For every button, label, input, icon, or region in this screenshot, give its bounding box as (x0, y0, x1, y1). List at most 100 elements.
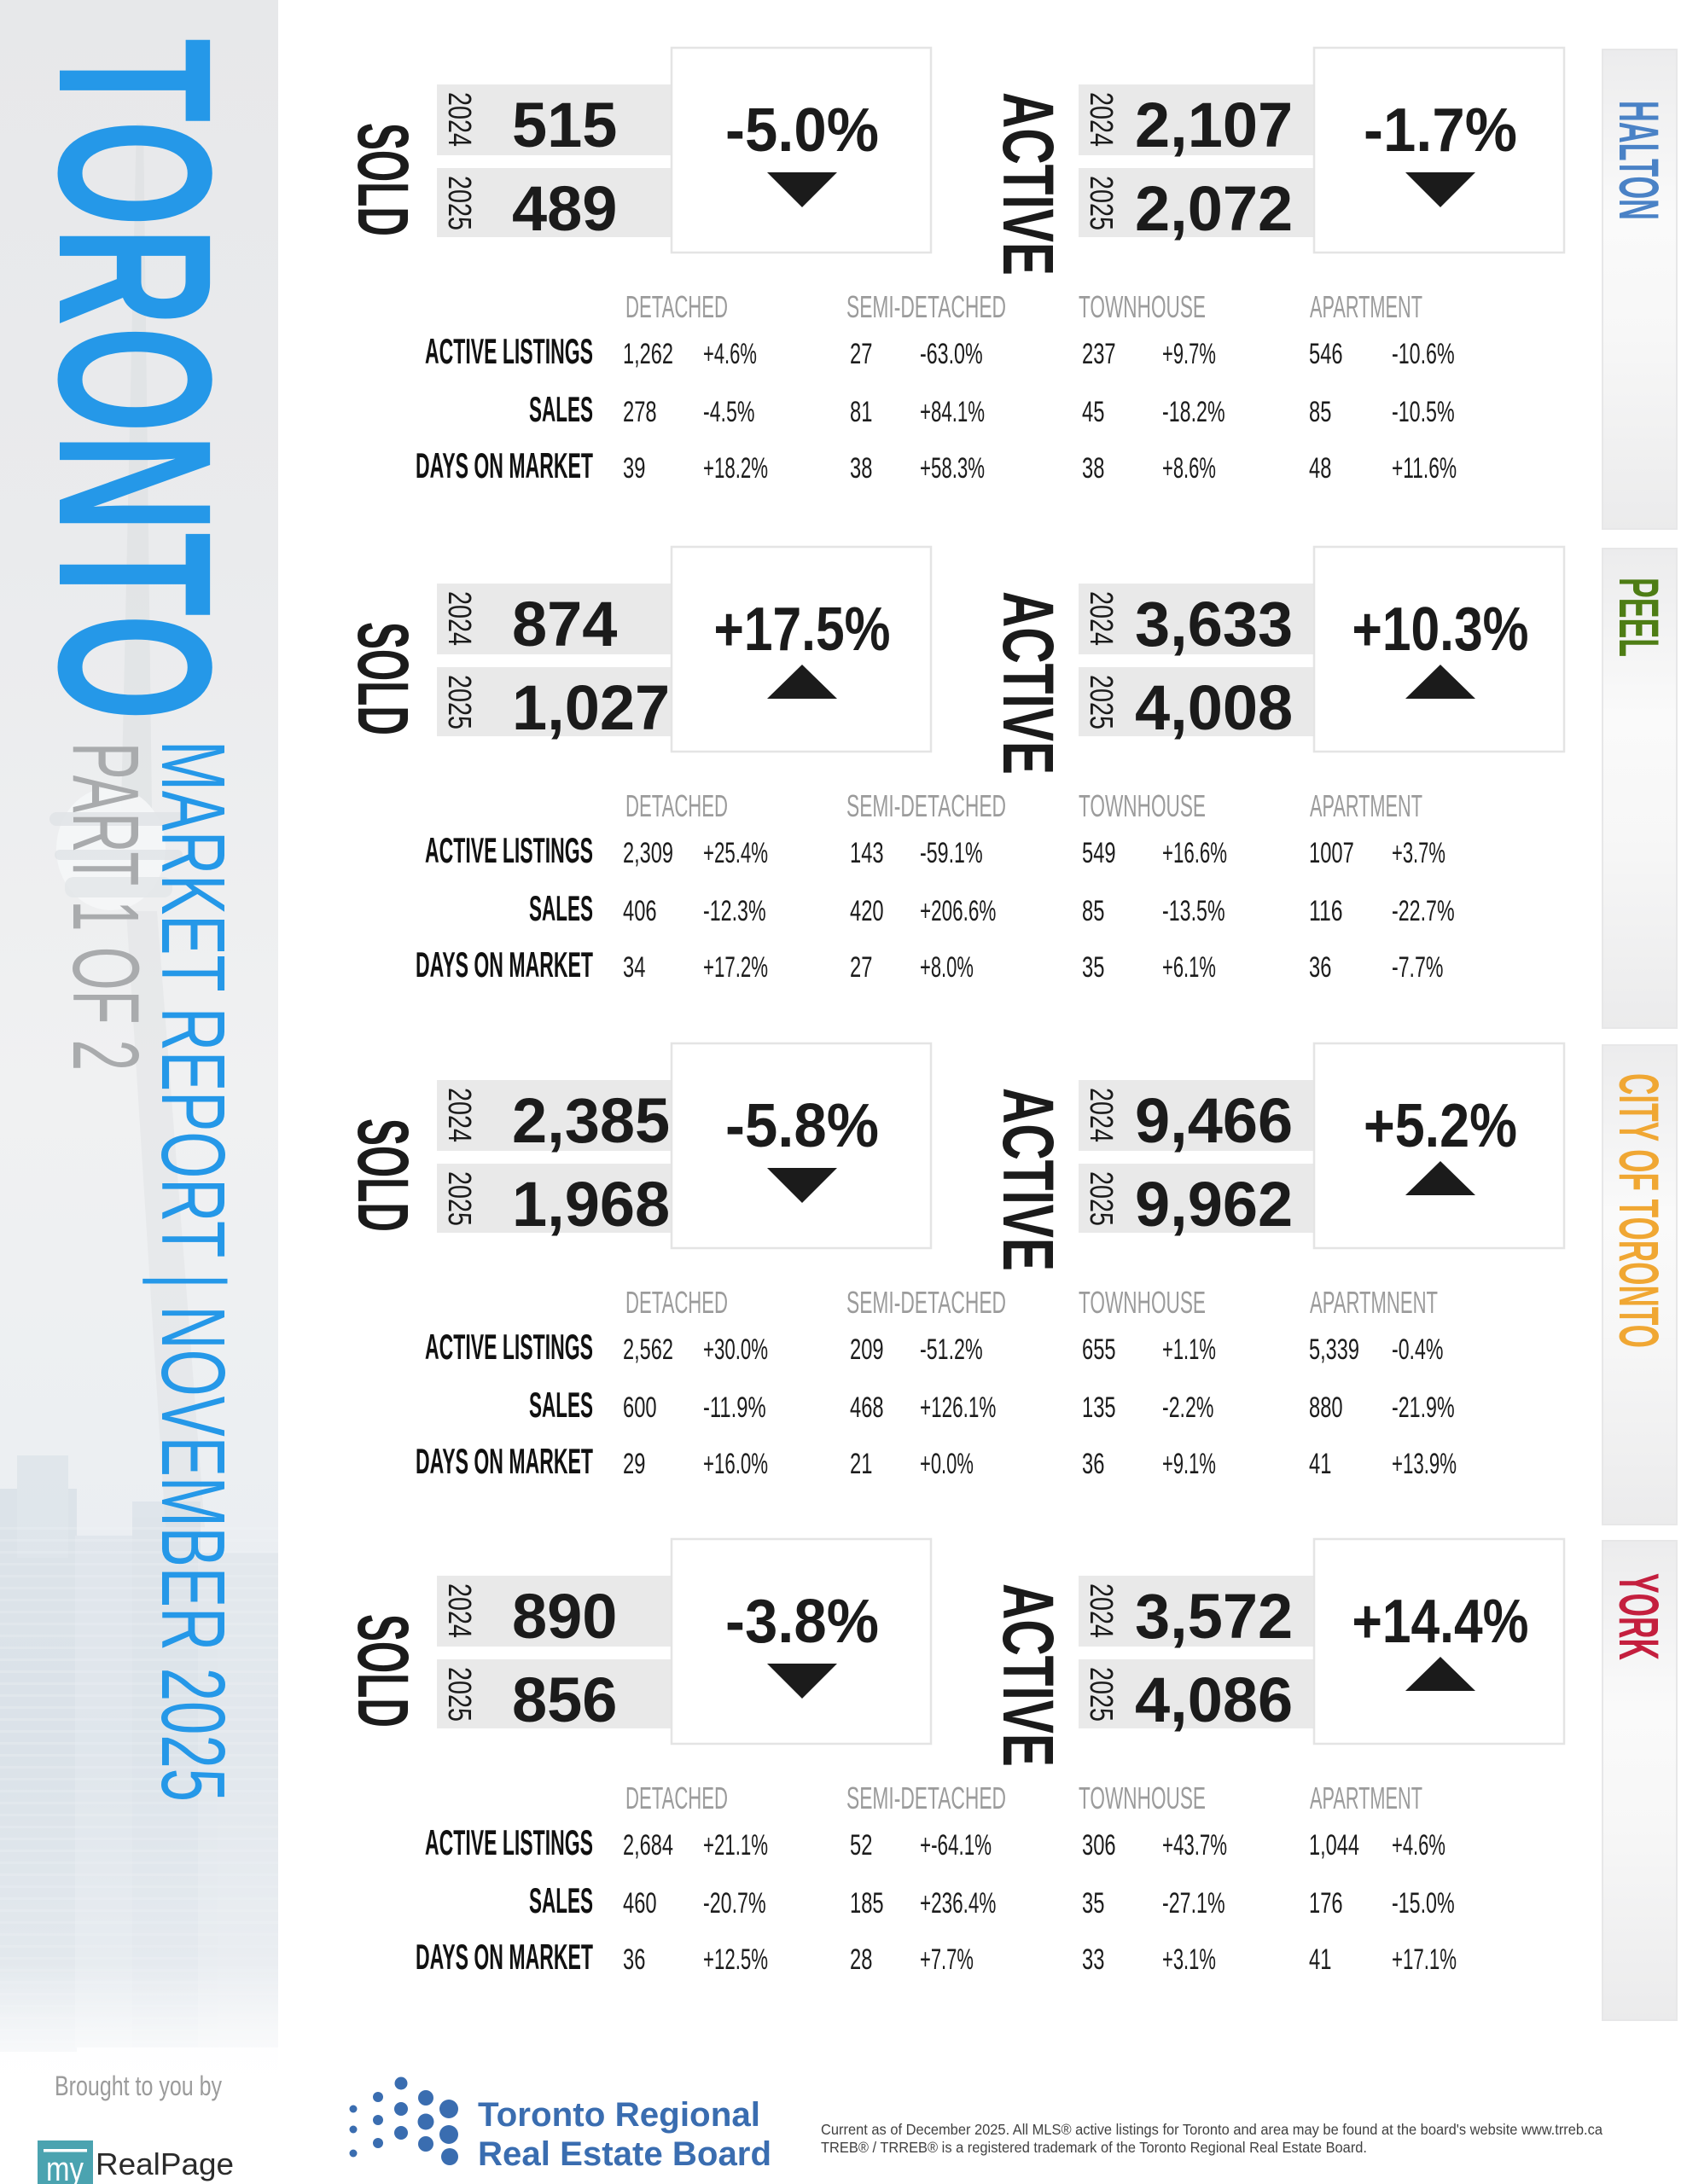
svg-text:-63.0%: -63.0% (920, 338, 983, 370)
svg-text:+0.0%: +0.0% (920, 1448, 974, 1480)
svg-text:+7.7%: +7.7% (920, 1943, 974, 1976)
svg-text:SALES: SALES (529, 888, 593, 928)
svg-text:+3.7%: +3.7% (1392, 837, 1445, 869)
svg-text:TOWNHOUSE: TOWNHOUSE (1079, 788, 1206, 823)
svg-text:ACTIVE: ACTIVE (988, 591, 1068, 775)
svg-text:-13.5%: -13.5% (1162, 895, 1225, 927)
svg-text:176: 176 (1309, 1887, 1343, 1920)
svg-text:-22.7%: -22.7% (1392, 895, 1455, 927)
svg-text:135: 135 (1082, 1391, 1116, 1424)
svg-text:-10.5%: -10.5% (1392, 396, 1455, 428)
svg-text:-51.2%: -51.2% (920, 1333, 983, 1366)
svg-text:9,962: 9,962 (1135, 1169, 1293, 1240)
svg-text:+9.1%: +9.1% (1162, 1448, 1216, 1480)
svg-text:1,027: 1,027 (512, 672, 670, 743)
svg-text:-12.3%: -12.3% (703, 895, 766, 927)
svg-text:2,385: 2,385 (512, 1085, 670, 1156)
svg-text:1,044: 1,044 (1309, 1829, 1359, 1862)
svg-text:35: 35 (1082, 951, 1104, 984)
svg-text:1,262: 1,262 (623, 338, 673, 370)
svg-text:468: 468 (850, 1391, 884, 1424)
svg-text:+17.5%: +17.5% (714, 595, 891, 664)
svg-text:2024: 2024 (441, 1088, 477, 1142)
svg-text:ACTIVE LISTINGS: ACTIVE LISTINGS (425, 1327, 593, 1367)
svg-text:-59.1%: -59.1% (920, 837, 983, 869)
svg-text:-5.8%: -5.8% (725, 1092, 879, 1160)
svg-text:28: 28 (850, 1943, 872, 1976)
svg-text:+126.1%: +126.1% (920, 1391, 996, 1424)
svg-text:36: 36 (623, 1943, 645, 1976)
svg-text:546: 546 (1309, 338, 1343, 370)
svg-text:+8.0%: +8.0% (920, 951, 974, 984)
svg-text:YORK: YORK (1608, 1573, 1671, 1660)
svg-text:655: 655 (1082, 1333, 1116, 1366)
svg-text:278: 278 (623, 396, 657, 428)
svg-text:my: my (46, 2151, 84, 2184)
svg-text:2025: 2025 (1083, 1171, 1119, 1226)
svg-text:SEMI-DETACHED: SEMI-DETACHED (846, 289, 1006, 324)
svg-text:1,968: 1,968 (512, 1169, 670, 1240)
svg-text:+21.1%: +21.1% (703, 1829, 768, 1862)
svg-text:460: 460 (623, 1887, 657, 1920)
svg-text:880: 880 (1309, 1391, 1343, 1424)
svg-text:45: 45 (1082, 396, 1104, 428)
svg-text:SOLD: SOLD (343, 1118, 423, 1232)
svg-text:HALTON: HALTON (1608, 101, 1671, 220)
svg-text:38: 38 (850, 452, 872, 485)
svg-text:+30.0%: +30.0% (703, 1333, 768, 1366)
svg-text:SOLD: SOLD (343, 1614, 423, 1728)
svg-text:-4.5%: -4.5% (703, 396, 754, 428)
svg-text:DAYS ON MARKET: DAYS ON MARKET (416, 445, 593, 485)
svg-text:CITY OF TORONTO: CITY OF TORONTO (1608, 1073, 1671, 1348)
svg-text:-0.4%: -0.4% (1392, 1333, 1443, 1366)
svg-text:2025: 2025 (1083, 1667, 1119, 1722)
svg-text:ACTIVE LISTINGS: ACTIVE LISTINGS (425, 830, 593, 870)
svg-text:2,562: 2,562 (623, 1333, 673, 1366)
svg-text:+236.4%: +236.4% (920, 1887, 996, 1920)
svg-text:36: 36 (1309, 951, 1331, 984)
svg-text:549: 549 (1082, 837, 1116, 869)
svg-text:PART 1 OF 2: PART 1 OF 2 (53, 742, 158, 1071)
svg-text:SEMI-DETACHED: SEMI-DETACHED (846, 1780, 1006, 1815)
svg-text:2024: 2024 (441, 92, 477, 147)
svg-text:+17.2%: +17.2% (703, 951, 768, 984)
svg-text:420: 420 (850, 895, 884, 927)
svg-text:2025: 2025 (441, 176, 477, 230)
svg-text:SEMI-DETACHED: SEMI-DETACHED (846, 1285, 1006, 1320)
svg-text:890: 890 (512, 1581, 617, 1652)
svg-text:-1.7%: -1.7% (1364, 96, 1517, 165)
svg-text:237: 237 (1082, 338, 1116, 370)
svg-text:2024: 2024 (441, 1583, 477, 1638)
svg-text:ACTIVE: ACTIVE (988, 1583, 1068, 1767)
svg-text:209: 209 (850, 1333, 884, 1366)
svg-text:306: 306 (1082, 1829, 1116, 1862)
svg-text:+18.2%: +18.2% (703, 452, 768, 485)
svg-text:SALES: SALES (529, 389, 593, 429)
svg-text:+-64.1%: +-64.1% (920, 1829, 992, 1862)
svg-text:DAYS ON MARKET: DAYS ON MARKET (416, 1441, 593, 1481)
svg-text:36: 36 (1082, 1448, 1104, 1480)
svg-text:ACTIVE: ACTIVE (988, 1088, 1068, 1271)
svg-text:+43.7%: +43.7% (1162, 1829, 1227, 1862)
svg-text:TOWNHOUSE: TOWNHOUSE (1079, 1285, 1206, 1320)
svg-text:ACTIVE LISTINGS: ACTIVE LISTINGS (425, 1822, 593, 1862)
svg-text:SOLD: SOLD (343, 123, 423, 236)
svg-text:ACTIVE LISTINGS: ACTIVE LISTINGS (425, 331, 593, 371)
svg-text:DETACHED: DETACHED (625, 788, 728, 823)
svg-text:41: 41 (1309, 1448, 1331, 1480)
svg-text:APARTMENT: APARTMENT (1310, 1780, 1422, 1815)
svg-text:MARKET REPORT | NOVEMBER 2025: MARKET REPORT | NOVEMBER 2025 (143, 741, 243, 1802)
svg-text:2,309: 2,309 (623, 837, 673, 869)
svg-text:+4.6%: +4.6% (1392, 1829, 1445, 1862)
svg-text:TOWNHOUSE: TOWNHOUSE (1079, 1780, 1206, 1815)
svg-text:2025: 2025 (1083, 675, 1119, 729)
svg-text:489: 489 (512, 173, 617, 244)
svg-text:2025: 2025 (441, 675, 477, 729)
svg-text:Current as of December 2025. A: Current as of December 2025. All MLS® ac… (821, 2121, 1602, 2138)
svg-text:SEMI-DETACHED: SEMI-DETACHED (846, 788, 1006, 823)
svg-text:33: 33 (1082, 1943, 1104, 1976)
svg-text:143: 143 (850, 837, 884, 869)
svg-text:2,684: 2,684 (623, 1829, 673, 1862)
svg-text:3,633: 3,633 (1135, 589, 1293, 659)
svg-text:+5.2%: +5.2% (1364, 1092, 1517, 1160)
